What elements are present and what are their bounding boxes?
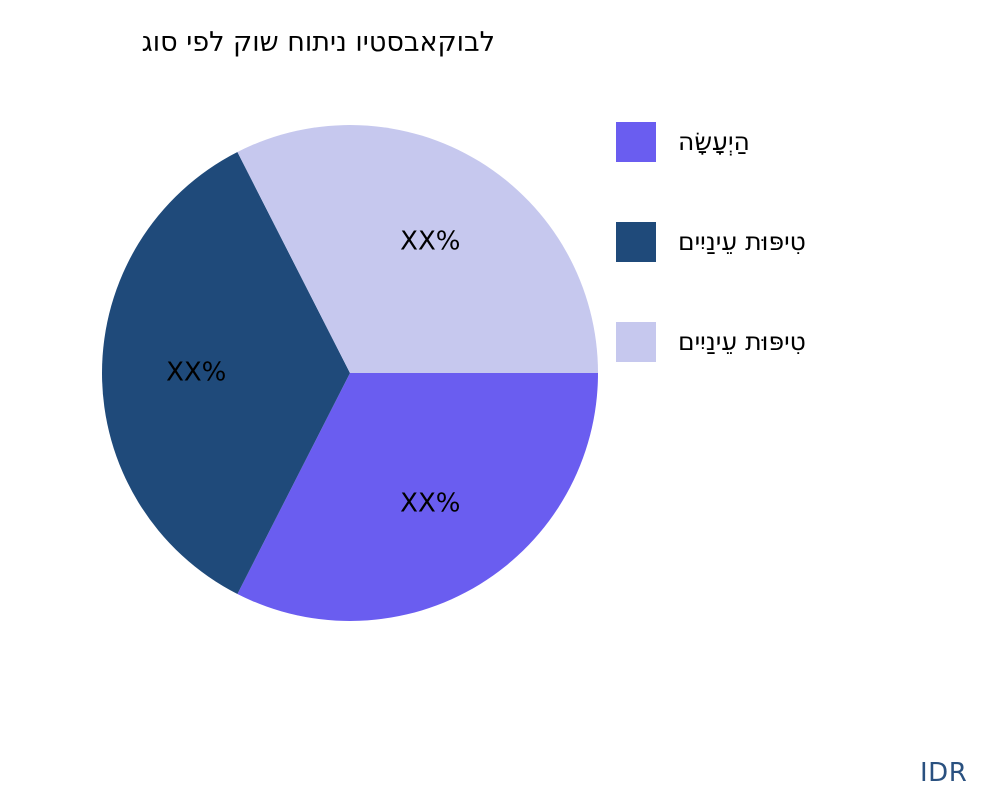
pie-svg: XX% XX% XX%: [101, 124, 598, 622]
pie-slice-label-0: XX%: [400, 489, 460, 519]
pie-plot-area: XX% XX% XX%: [100, 123, 600, 623]
pie-slice-1[interactable]: [101, 152, 350, 594]
legend-swatch-icon-0: [616, 122, 656, 162]
legend-swatch-icon-2: [616, 322, 656, 362]
legend-item-0[interactable]: הַיְעָשָׂה: [616, 116, 946, 168]
legend-swatch-icon-1: [616, 222, 656, 262]
legend-label-2: טִיפּוּת עֵינַיִים: [678, 326, 806, 356]
pie-slice-0[interactable]: [237, 373, 598, 622]
legend-item-2[interactable]: טִיפּוּת עֵינַיִים: [616, 316, 946, 368]
watermark-label: IDR: [920, 758, 968, 788]
chart-legend: הַיְעָשָׂה טִיפּוּת עֵינַיִים טִיפּוּת ע…: [616, 116, 946, 416]
pie-slice-2[interactable]: [237, 124, 598, 373]
legend-item-1[interactable]: טִיפּוּת עֵינַיִים: [616, 216, 946, 268]
legend-label-0: הַיְעָשָׂה: [678, 126, 750, 156]
legend-label-1: טִיפּוּת עֵינַיִים: [678, 226, 806, 256]
pie-slices-group: [101, 124, 598, 622]
pie-slice-labels-group: XX% XX% XX%: [166, 226, 460, 518]
pie-slice-label-1: XX%: [166, 358, 226, 388]
chart-title: לבוקאבסטיו ניתוח שוק לפי סוג: [141, 27, 495, 58]
pie-slice-label-2: XX%: [400, 226, 460, 256]
